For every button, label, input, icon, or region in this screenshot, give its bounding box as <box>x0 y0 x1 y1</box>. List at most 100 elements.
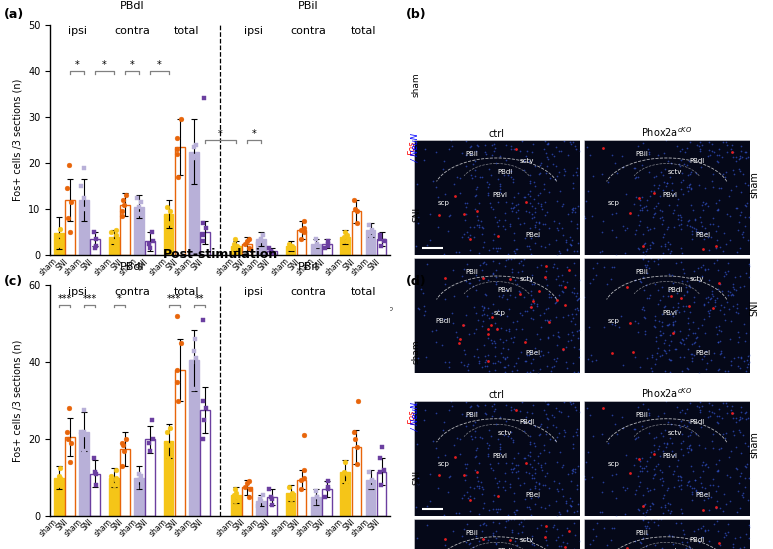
Point <box>527 306 540 315</box>
Point <box>528 455 540 464</box>
Point <box>535 322 547 331</box>
Point <box>550 313 562 322</box>
Point <box>711 337 724 346</box>
Point <box>518 453 530 462</box>
Point <box>481 178 493 187</box>
Point <box>648 188 660 197</box>
Point <box>77 193 90 202</box>
Point <box>632 472 644 480</box>
Point <box>656 310 669 319</box>
Point <box>161 427 173 436</box>
Point <box>482 304 494 312</box>
Point <box>446 141 458 150</box>
Point <box>584 411 596 420</box>
Point <box>640 201 652 210</box>
Point <box>284 495 297 503</box>
Point <box>734 243 747 252</box>
Point <box>628 229 641 238</box>
Point <box>730 300 743 309</box>
Point <box>671 289 683 298</box>
Point <box>634 456 646 465</box>
Point <box>188 346 200 355</box>
Point <box>474 521 486 530</box>
Point <box>551 432 564 441</box>
Point <box>638 305 651 314</box>
Point <box>681 481 693 490</box>
Point <box>502 254 515 263</box>
Point <box>506 317 519 326</box>
Point <box>550 536 563 545</box>
Point <box>716 287 728 296</box>
Point <box>516 267 528 276</box>
Point <box>488 146 500 155</box>
Point <box>656 171 669 180</box>
Point <box>373 467 386 476</box>
Point <box>681 287 693 295</box>
Point <box>698 300 710 309</box>
Point <box>144 446 156 455</box>
Point <box>110 239 122 248</box>
Point <box>574 537 586 546</box>
Point <box>644 290 656 299</box>
Point <box>666 531 679 540</box>
Point <box>472 141 484 150</box>
Point <box>464 222 476 231</box>
Point <box>512 213 524 222</box>
Point <box>471 481 483 490</box>
Point <box>681 182 693 191</box>
Point <box>322 237 334 246</box>
Point <box>638 313 651 322</box>
Point <box>430 408 442 417</box>
Point <box>543 187 556 196</box>
Point <box>738 337 751 345</box>
Point <box>492 483 504 491</box>
Point <box>482 334 494 343</box>
Point <box>697 496 710 505</box>
Point <box>442 357 455 366</box>
Point <box>736 153 748 161</box>
Point <box>473 356 485 365</box>
Point <box>656 248 669 257</box>
Point <box>411 212 424 221</box>
Point <box>529 422 541 431</box>
Point <box>653 316 666 325</box>
Point <box>432 222 444 231</box>
Point <box>265 247 278 255</box>
Point <box>489 366 501 374</box>
Point <box>664 434 676 442</box>
Point <box>373 235 386 244</box>
Point <box>659 240 671 249</box>
Point <box>516 522 529 530</box>
Point <box>509 249 522 258</box>
Point <box>540 527 552 536</box>
Text: ctrl: ctrl <box>168 306 181 315</box>
Point <box>652 151 664 160</box>
Point <box>702 494 714 502</box>
Point <box>484 198 496 207</box>
Point <box>366 228 378 237</box>
Point <box>507 464 519 473</box>
Text: PBvl: PBvl <box>662 310 678 316</box>
Point <box>524 547 536 549</box>
Point <box>628 276 641 284</box>
Point <box>526 408 538 417</box>
Point <box>734 532 746 541</box>
Point <box>730 418 742 427</box>
Point <box>506 207 518 216</box>
Point <box>551 485 564 494</box>
Point <box>707 519 720 528</box>
Point <box>489 339 502 348</box>
Point <box>733 416 745 424</box>
Point <box>478 401 491 410</box>
Point <box>539 504 551 513</box>
Point <box>506 526 518 535</box>
Point <box>696 200 709 209</box>
Point <box>697 235 710 244</box>
Point <box>415 546 427 549</box>
Point <box>679 543 692 549</box>
Point <box>459 422 472 430</box>
Text: ctrl: ctrl <box>235 306 247 315</box>
Point <box>690 226 703 235</box>
Point <box>710 226 723 235</box>
Point <box>656 216 669 225</box>
